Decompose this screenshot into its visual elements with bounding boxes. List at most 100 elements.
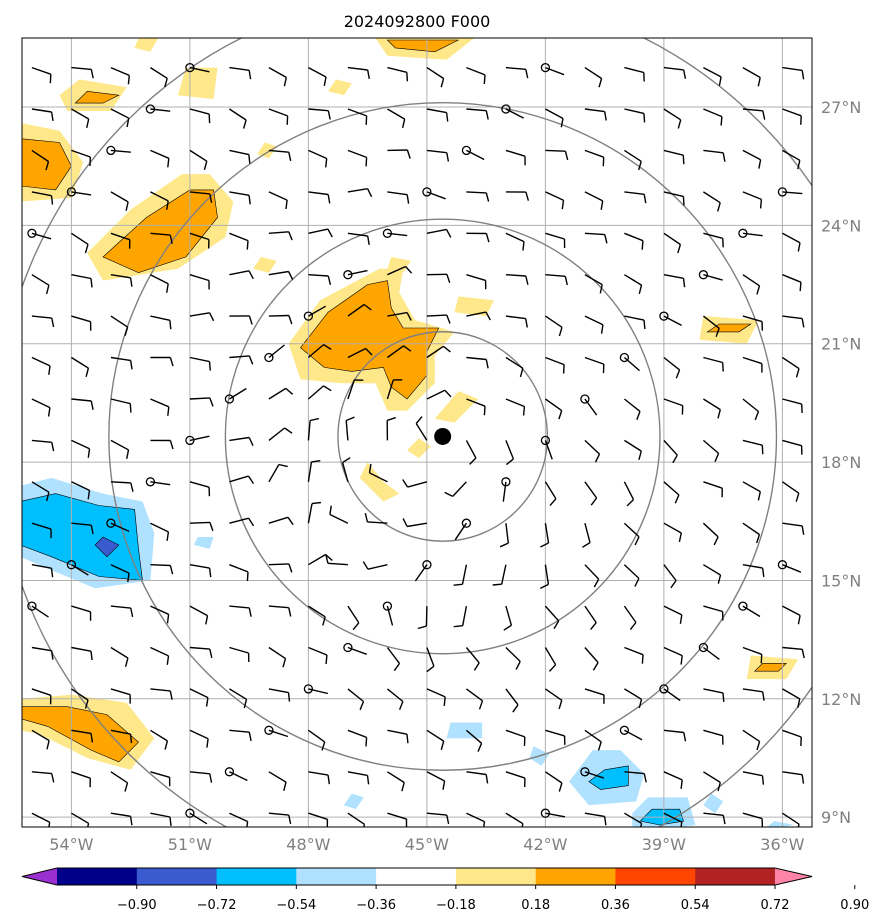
wind-barb-staff [742,564,763,569]
contour-region-light [343,793,364,810]
wind-barb-staff [782,315,803,320]
wind-barb-staff [31,66,52,75]
wind-barb-staff [110,688,131,696]
wind-barb-staff [268,812,289,816]
wind-barb-flag [87,448,91,458]
wind-barb-flag [401,118,406,128]
wind-barb-flag [365,348,373,356]
wind-barb-staff [406,522,428,528]
wind-barb-flag [683,69,687,79]
wind-barb-staff [150,646,169,657]
wind-barb-staff [663,688,681,702]
wind-barb-staff [584,688,605,696]
wind-barb-flag [45,161,50,171]
wind-barb-staff [71,315,91,323]
map-frame [21,37,813,828]
wind-barb-flag [327,110,331,120]
wind-barb-flag [127,573,130,583]
latitude-tick-label: 18°N [821,453,861,472]
wind-barb-staff [367,564,388,570]
wind-barb-staff [387,191,408,196]
wind-barb-staff [71,564,89,576]
wind-barb-staff [624,646,644,656]
wind-barb-flag [717,574,722,584]
wind-barb-staff [71,274,92,280]
wind-barb-staff [308,108,329,112]
wind-barb-staff [307,503,313,524]
contour-region-strong [588,765,629,790]
wind-barb-flag [325,554,329,564]
wind-barb-staff [663,729,684,734]
calm-wind-circle [580,394,590,404]
wind-barb-flag [365,157,368,167]
wind-barb-staff [268,771,287,783]
wind-barb-staff [268,344,285,359]
colorbar-tick-label: 0.54 [681,898,710,913]
wind-barb-staff [150,688,171,692]
wind-barb-flag [643,113,646,123]
wind-barb-flag [129,403,132,413]
wind-barb-staff [189,312,210,317]
wind-barb-staff [268,688,289,694]
wind-barb-staff [71,729,92,735]
wind-barb-staff [71,522,92,526]
wind-barb-flag [525,275,529,285]
colorbar-extend-low [22,868,57,885]
wind-barb-flag [795,492,800,502]
wind-barb-flag [722,152,726,162]
wind-barb-flag [164,78,168,88]
wind-barb-flag [677,244,682,254]
calm-wind-circle [540,62,551,73]
wind-barb-staff [623,356,640,372]
wind-barb-staff [189,356,210,363]
wind-barb-staff [584,356,605,365]
calm-wind-circle [185,62,195,73]
colorbar-tick-labels: −0.90 −0.72 −0.54 −0.36 −0.18 0.18 0.36 0.54 0.7… [117,885,869,913]
wind-barb-staff [110,274,131,279]
calm-wind-circle [777,560,788,570]
calm-wind-circle [27,228,37,238]
contour-region-strong [74,90,120,104]
wind-barb-staff [110,108,130,119]
wind-barb-staff [268,729,289,738]
calm-wind-circle [27,601,37,611]
calm-wind-circle [619,352,630,363]
wind-barb-staff [663,646,683,657]
wind-barb-flag [126,449,130,459]
wind-barb-staff [307,729,326,743]
wind-barb-staff [150,315,171,321]
contour-region-light [328,79,352,96]
wind-barb-staff [189,688,209,699]
calm-wind-circle [303,684,314,694]
wind-barb-flag [522,406,526,416]
wind-barb-flag [801,774,805,784]
wind-barb-staff [189,646,210,650]
wind-barb-staff [465,688,483,702]
wind-barb-flag [205,615,209,625]
colorbar [21,867,813,886]
wind-barb-flag [638,699,643,709]
calm-wind-circle [540,808,551,818]
wind-barb-flag [406,149,411,159]
contour-region-strong [102,189,218,274]
latitude-tick-label: 12°N [821,690,861,709]
wind-barb-flag [166,531,170,541]
wind-barb-flag [592,662,599,671]
wind-barb-staff [505,440,515,460]
wind-barb-staff [505,356,524,369]
wind-barb-flag [283,781,287,791]
wind-barb-flag [522,241,525,251]
wind-barb-flag [51,442,55,452]
calm-wind-circle [501,477,511,487]
wind-barb-flag [363,303,372,311]
wind-barb-flag [672,454,678,464]
wind-barb-flag [638,161,642,171]
wind-barb-flag [756,534,761,544]
wind-barb-flag [643,320,646,330]
colorbar-tick-label: −0.90 [117,898,157,913]
wind-barb-flag [453,583,463,586]
wind-barb-staff [742,688,763,693]
wind-barb-staff [189,232,210,241]
wind-barb-flag [638,450,642,460]
wind-barb-flag [164,740,169,750]
